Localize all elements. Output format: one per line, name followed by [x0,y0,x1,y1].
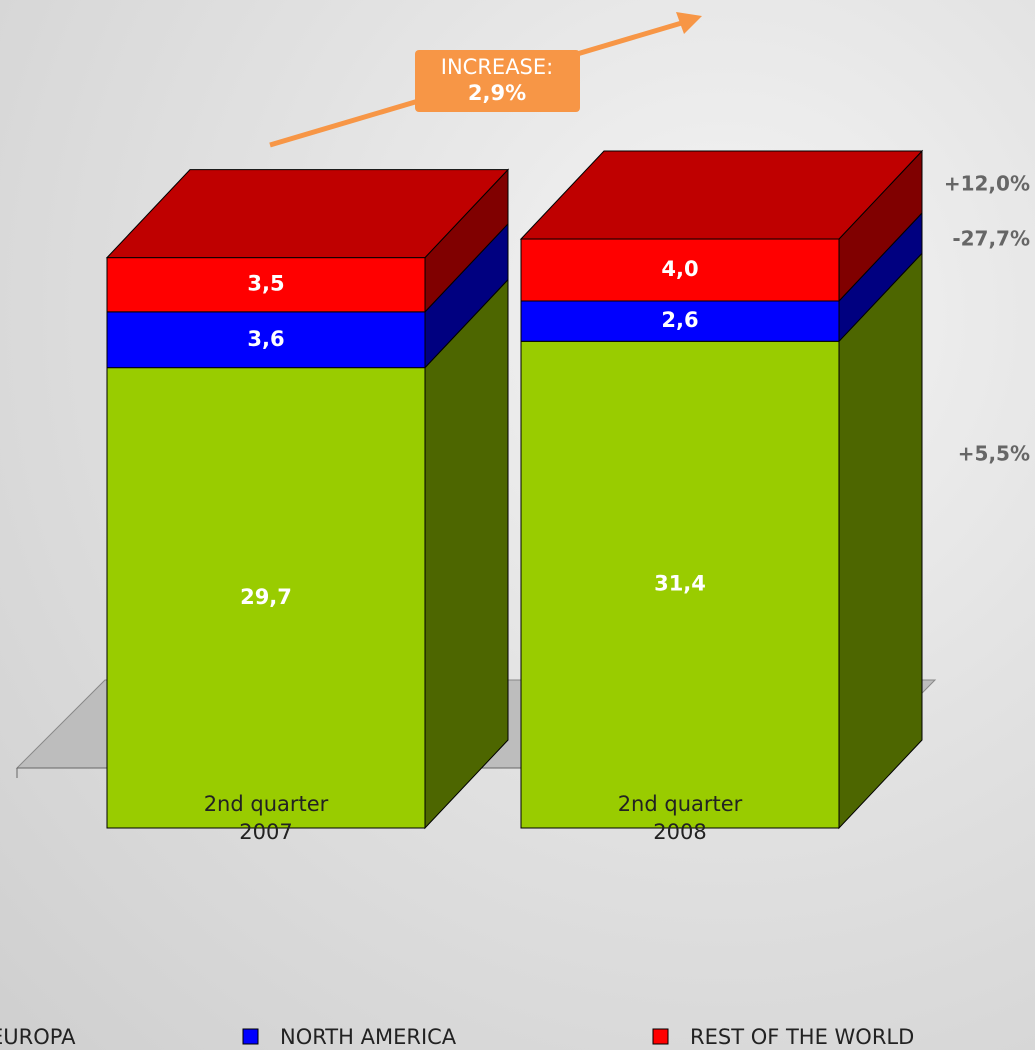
bar-segment [106,367,426,829]
value-label: 29,7 [240,585,292,609]
bar-top [519,150,924,240]
increase-box [415,50,580,112]
increase-label: INCREASE: [441,55,553,79]
bar-top [105,169,510,259]
bar-segment [520,340,840,829]
value-label: 2,6 [661,308,698,332]
change-label: +12,0% [944,172,1030,196]
value-label: 4,0 [661,257,698,281]
value-label: 3,5 [247,272,284,296]
x-tick-label: 2nd quarter 2008 [617,792,743,844]
increase-value: 2,9% [468,81,526,105]
x-tick-label: 2nd quarter 2007 [203,792,329,844]
bar-side [838,252,923,830]
legend-label: REST OF THE WORLD [690,1025,914,1049]
legend-swatch [652,1028,669,1045]
legend-swatch [242,1028,259,1045]
change-label: -27,7% [952,227,1030,251]
change-label: +5,5% [958,442,1030,466]
bar-segment [106,257,426,313]
arrow-head [676,12,702,34]
bar-segment [106,311,426,369]
legend-label: EUROPA [0,1025,76,1049]
legend-label: NORTH AMERICA [280,1025,457,1049]
bar-segment [520,300,840,342]
bar-side [424,278,509,830]
value-label: 3,6 [247,327,284,351]
value-label: 31,4 [654,572,706,596]
